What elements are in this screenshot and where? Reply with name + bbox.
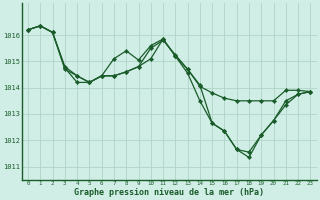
X-axis label: Graphe pression niveau de la mer (hPa): Graphe pression niveau de la mer (hPa) [74, 188, 264, 197]
